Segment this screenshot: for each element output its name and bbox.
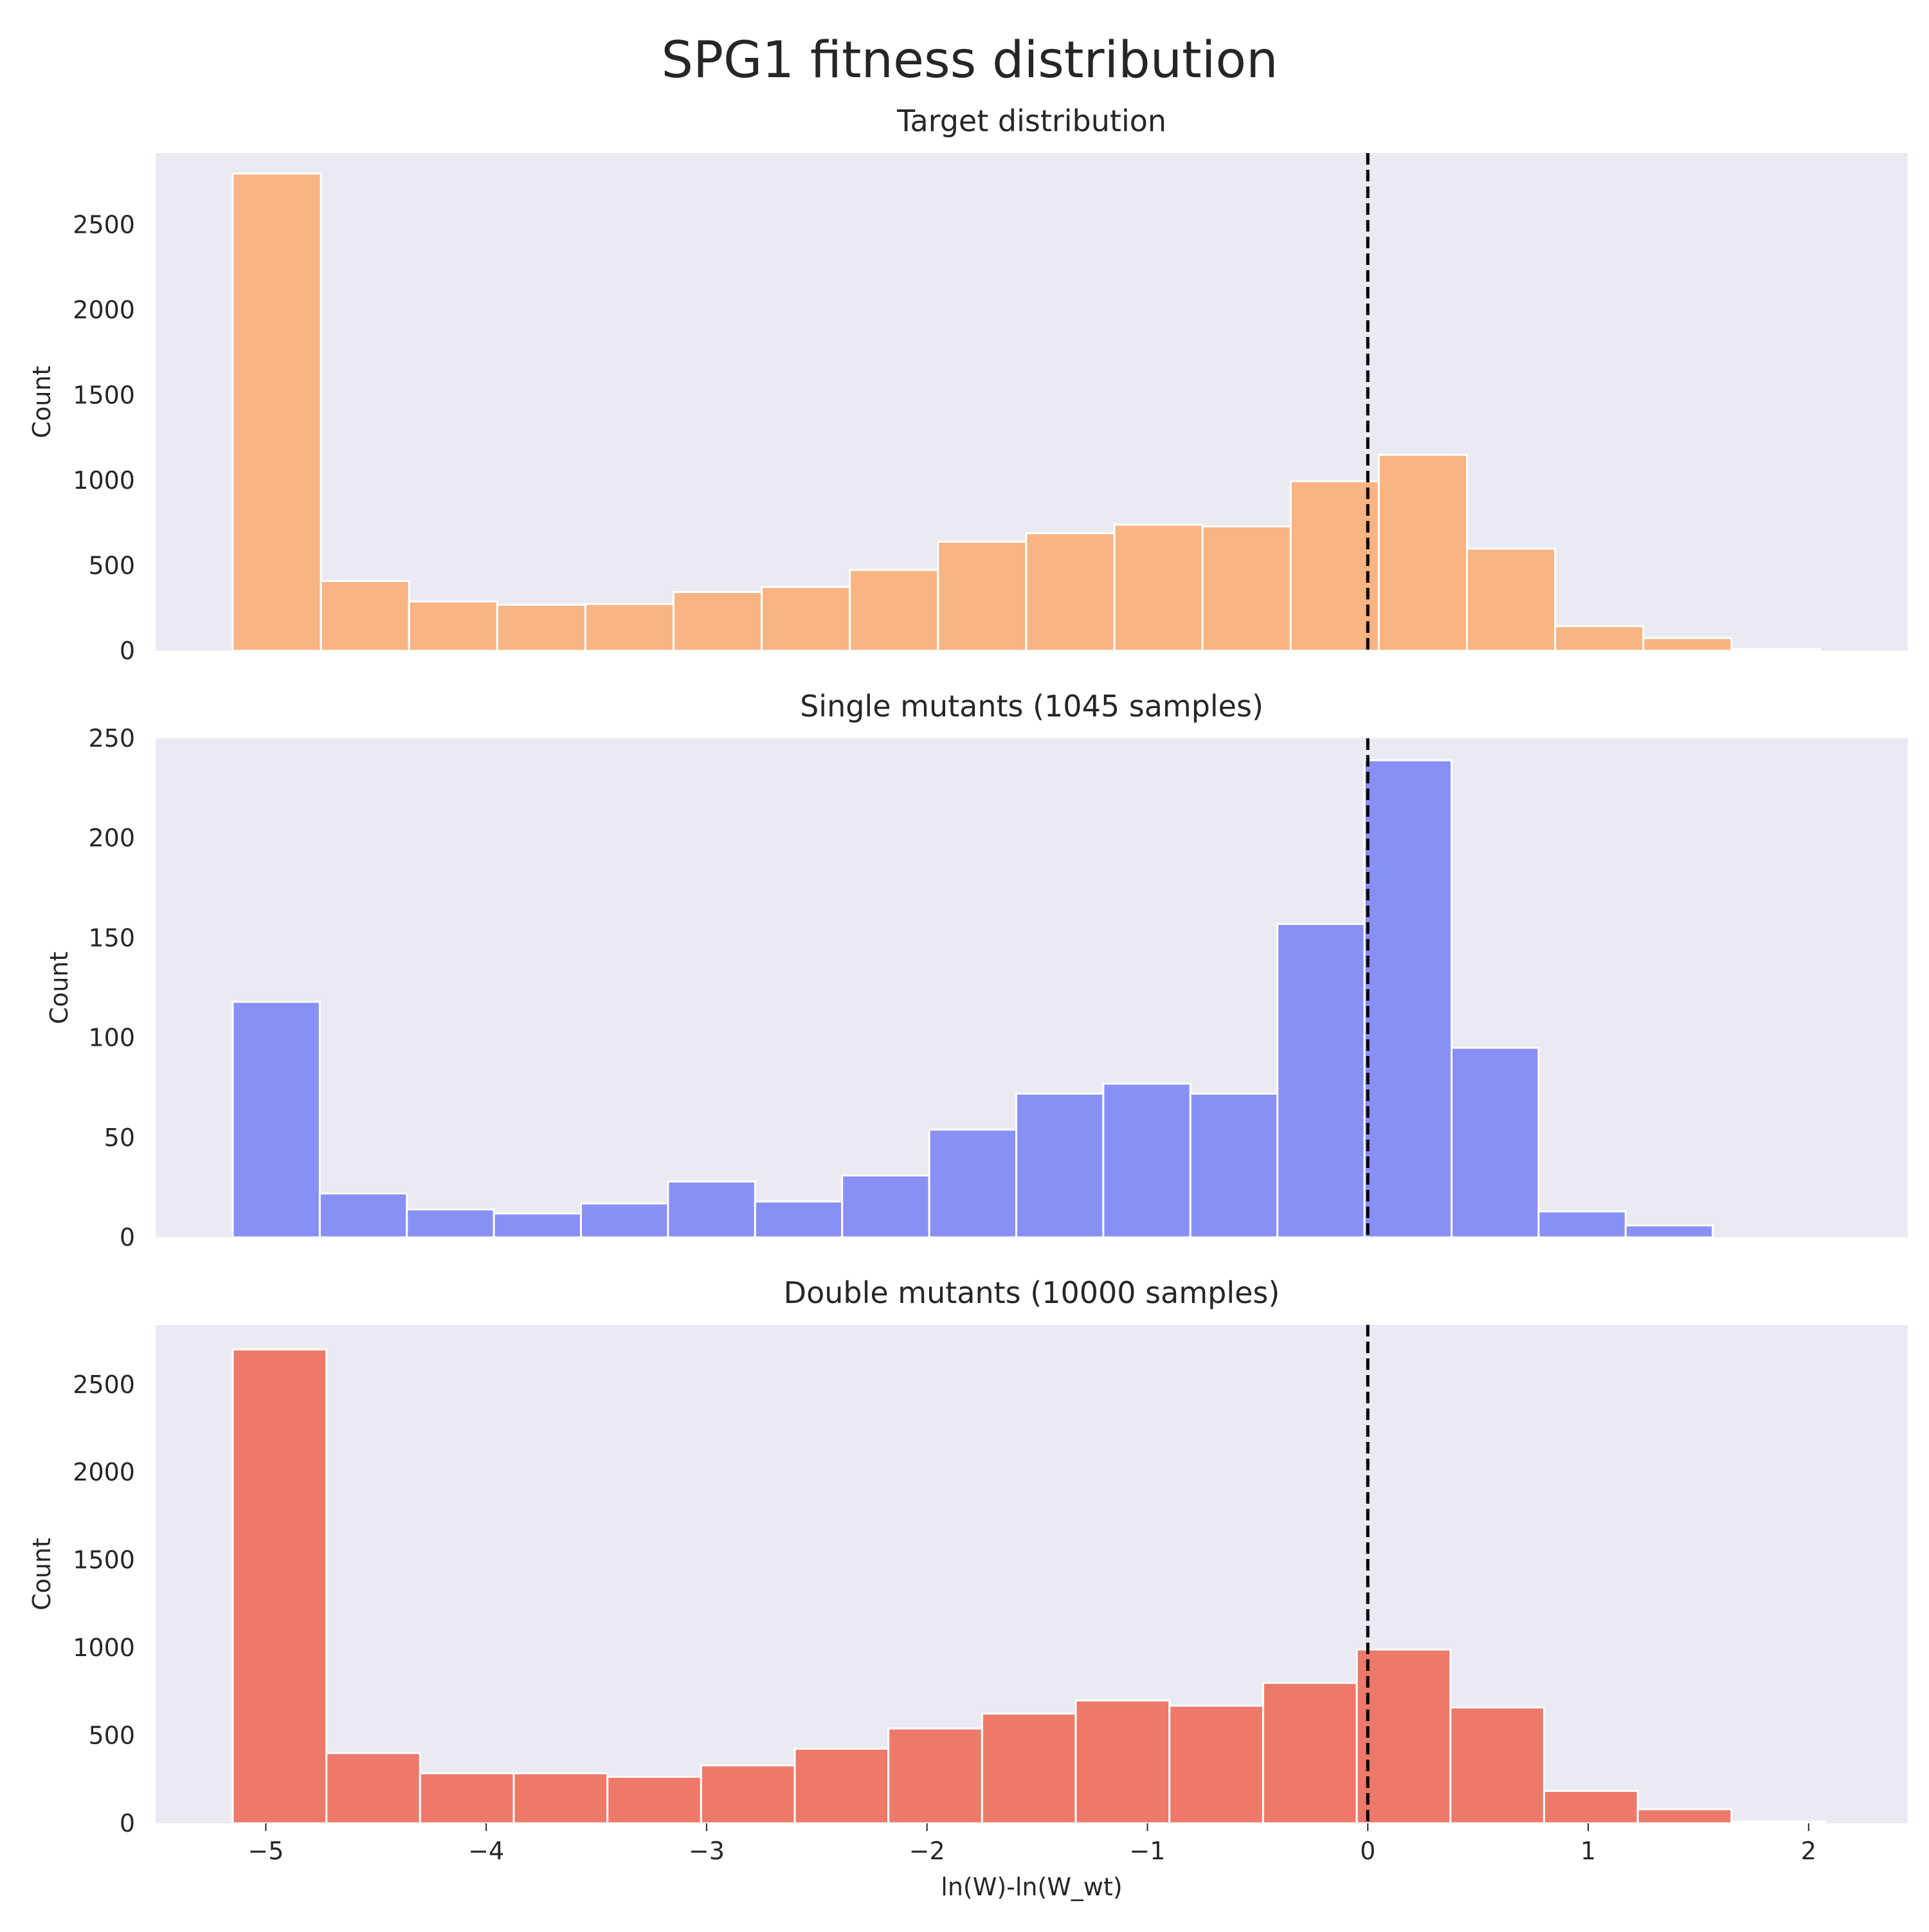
- panel-title: Double mutants (10000 samples): [784, 1275, 1280, 1310]
- histogram-bar: [325, 1752, 421, 1825]
- histogram-bar: [981, 1712, 1077, 1825]
- histogram-bar: [1730, 1820, 1826, 1825]
- histogram-bar: [580, 1202, 669, 1239]
- histogram-bar: [841, 1174, 930, 1239]
- panel-title: Target distribution: [896, 104, 1166, 138]
- histogram-bar: [1262, 1682, 1358, 1825]
- y-axis-label: Count: [28, 1538, 56, 1610]
- histogram-bar: [761, 586, 851, 652]
- y-tick-label: 2500: [73, 1371, 135, 1399]
- histogram-bar: [1015, 1093, 1105, 1239]
- y-tick-label: 250: [88, 724, 135, 752]
- x-tick-label: −5: [248, 1837, 284, 1865]
- histogram-bar: [606, 1776, 702, 1825]
- x-tick-label: −1: [1129, 1837, 1165, 1865]
- histogram-bar: [849, 569, 939, 652]
- y-tick-label: 50: [104, 1124, 135, 1152]
- histogram-bar: [1074, 1699, 1171, 1825]
- histogram-bar: [231, 172, 322, 652]
- histogram-bar: [1363, 759, 1453, 1239]
- y-tick-label: 1500: [73, 1546, 135, 1574]
- x-tick-label: −3: [689, 1837, 725, 1865]
- histogram-bar: [1465, 547, 1557, 652]
- y-tick-label: 2500: [73, 210, 135, 239]
- histogram-bar: [318, 1192, 408, 1239]
- histogram-bar: [700, 1764, 796, 1825]
- histogram-bar: [493, 1212, 583, 1239]
- x-axis-label: ln(W)-ln(W_wt): [941, 1873, 1122, 1901]
- y-tick-label: 100: [88, 1024, 135, 1052]
- panel-2: Single mutants (1045 samples) 0 50 100 150 20…: [45, 689, 1908, 1252]
- histogram-bar: [1289, 480, 1380, 652]
- y-axis-label: Count: [28, 366, 56, 439]
- histogram-bar: [1377, 453, 1468, 652]
- histogram-bar: [928, 1128, 1018, 1239]
- y-tick-label: 0: [120, 1223, 135, 1252]
- y-tick-label: 200: [88, 824, 135, 852]
- y-tick-label: 500: [88, 1722, 135, 1750]
- histogram-bar: [673, 591, 763, 652]
- histogram-bar: [1449, 1706, 1545, 1825]
- y-tick-label: 0: [120, 1809, 135, 1837]
- histogram-bar: [496, 603, 586, 652]
- histogram-bar: [1201, 525, 1292, 652]
- x-tick-label: 0: [1360, 1837, 1375, 1865]
- histogram-bar: [1450, 1046, 1540, 1239]
- histogram-bar: [754, 1200, 844, 1239]
- histogram-bar: [1636, 1808, 1733, 1825]
- y-tick-label: 1000: [73, 466, 135, 495]
- histogram-bar: [937, 540, 1028, 652]
- y-axis-label: Count: [45, 952, 73, 1025]
- histogram-bar: [1113, 524, 1204, 652]
- histogram-bar: [1730, 648, 1821, 652]
- x-tick-label: −4: [468, 1837, 504, 1865]
- histogram-bar: [1189, 1093, 1279, 1239]
- histogram-bar: [1276, 923, 1366, 1239]
- x-tick-label: 2: [1801, 1837, 1816, 1865]
- panel-title: Single mutants (1045 samples): [800, 689, 1263, 724]
- panel-3: Double mutants (10000 samples) 0 500 1000 15…: [28, 1275, 1908, 1901]
- histogram-bar: [408, 600, 498, 652]
- histogram-bar: [667, 1180, 756, 1239]
- histogram-bar: [1537, 1210, 1627, 1239]
- y-tick-label: 2000: [73, 296, 135, 324]
- histogram-bar: [419, 1772, 515, 1825]
- y-tick-label: 1000: [73, 1634, 135, 1662]
- x-tick-label: −2: [909, 1837, 945, 1865]
- histogram-bar: [512, 1772, 609, 1825]
- y-tick-label: 0: [120, 637, 135, 665]
- figure-title: SPG1 fitness distribution: [661, 32, 1278, 89]
- y-tick-label: 2000: [73, 1458, 135, 1486]
- histogram-bar: [1642, 637, 1733, 652]
- histogram-bar: [231, 1001, 321, 1239]
- panel-1: Target distribution 0 500 1000 1500 2000 2500 C…: [28, 104, 1908, 665]
- histogram-bar: [584, 603, 675, 652]
- y-tick-label: 150: [88, 924, 135, 952]
- histogram-bar: [406, 1208, 495, 1239]
- histogram-bar: [1554, 625, 1645, 652]
- y-tick-label: 500: [88, 551, 135, 579]
- histogram-bar: [793, 1747, 890, 1825]
- y-tick-label: 1500: [73, 381, 135, 409]
- histogram-bar: [887, 1727, 983, 1825]
- histogram-bar: [1025, 532, 1116, 652]
- histogram-bar: [1168, 1704, 1264, 1825]
- histogram-bar: [320, 579, 410, 652]
- histogram-bar: [1355, 1648, 1452, 1825]
- histogram-bar: [1102, 1082, 1191, 1239]
- x-tick-label: 1: [1580, 1837, 1596, 1865]
- histogram-bar: [1624, 1224, 1714, 1239]
- histogram-bar: [231, 1348, 328, 1825]
- histogram-bar: [1543, 1790, 1639, 1825]
